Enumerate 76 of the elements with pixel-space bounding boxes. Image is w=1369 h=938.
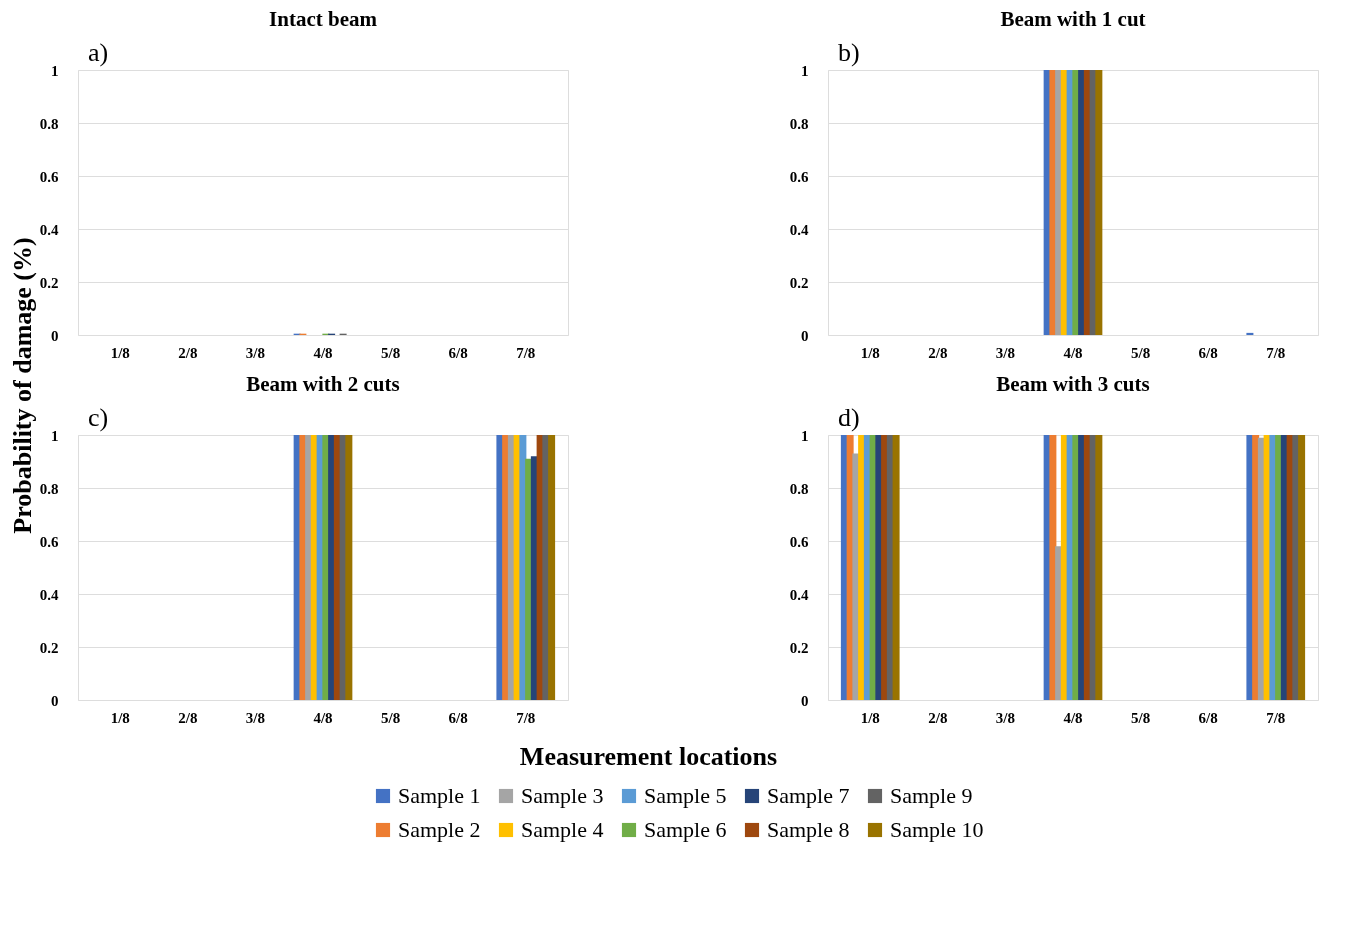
y-tick-label: 0.2 [39, 274, 59, 291]
y-tick-label: 0 [801, 327, 809, 344]
x-tick-label: 6/8 [1198, 344, 1218, 361]
text: a) [88, 38, 109, 67]
x-tick-label: 3/8 [995, 344, 1015, 361]
legend-label: Sample 3 [521, 783, 604, 808]
legend-label: Sample 10 [890, 817, 984, 842]
chart-title: Intact beam [269, 7, 378, 31]
bar [1298, 435, 1306, 700]
x-tick-label: 6/8 [1198, 709, 1218, 726]
bar [1049, 435, 1057, 700]
x-tick-label: 2/8 [928, 709, 948, 726]
x-tick-label: 6/8 [448, 344, 468, 361]
x-tick-label: 7/8 [516, 344, 536, 361]
y-tick-label: 0.8 [789, 115, 809, 132]
y-tick-label: 1 [801, 62, 809, 79]
bar [1095, 435, 1103, 700]
y-tick-label: 0.2 [789, 274, 809, 291]
text: c) [88, 403, 109, 432]
x-tick-label: 7/8 [1266, 709, 1286, 726]
y-tick-label: 1 [51, 62, 59, 79]
x-tick-label: 5/8 [1131, 709, 1151, 726]
x-tick-label: 2/8 [178, 344, 198, 361]
x-axis-title: Measurement locations [519, 741, 778, 771]
chart-title: Beam with 1 cut [1000, 7, 1146, 31]
y-tick-label: 0.2 [789, 639, 809, 656]
legend-label: Sample 1 [398, 783, 481, 808]
y-tick-label: 0.8 [789, 480, 809, 497]
x-tick-label: 5/8 [1131, 344, 1151, 361]
legend-label: Sample 2 [398, 817, 481, 842]
y-tick-label: 0.4 [789, 221, 809, 238]
text: d) [838, 403, 860, 432]
x-tick-label: 4/8 [1063, 344, 1083, 361]
x-tick-label: 7/8 [516, 709, 536, 726]
y-tick-label: 0.2 [39, 639, 59, 656]
y-tick-label: 0.8 [39, 480, 59, 497]
legend-label: Sample 5 [644, 783, 727, 808]
bar [892, 435, 900, 700]
legend-label: Sample 4 [521, 817, 604, 842]
chart-title: Beam with 3 cuts [996, 372, 1150, 396]
x-tick-label: 3/8 [245, 344, 265, 361]
y-tick-label: 0.4 [789, 586, 809, 603]
x-tick-label: 1/8 [110, 709, 130, 726]
legend-label: Sample 6 [644, 817, 727, 842]
y-axis-title: Probability of damage (%) [7, 237, 37, 534]
y-tick-label: 0.6 [789, 168, 809, 185]
x-tick-label: 5/8 [381, 344, 401, 361]
x-tick-label: 2/8 [178, 709, 198, 726]
x-tick-label: 3/8 [245, 709, 265, 726]
x-tick-label: 4/8 [1063, 709, 1083, 726]
y-tick-label: 0 [801, 692, 809, 709]
x-tick-label: 2/8 [928, 344, 948, 361]
x-tick-label: 6/8 [448, 709, 468, 726]
y-tick-label: 0.6 [789, 533, 809, 550]
y-tick-label: 1 [51, 427, 59, 444]
chart-title: Beam with 2 cuts [246, 372, 400, 396]
x-tick-label: 4/8 [313, 709, 333, 726]
legend-label: Sample 7 [767, 783, 850, 808]
legend-label: Sample 9 [890, 783, 973, 808]
x-tick-label: 4/8 [313, 344, 333, 361]
legend-label: Sample 8 [767, 817, 850, 842]
text: b) [838, 38, 860, 67]
y-tick-label: 0.8 [39, 115, 59, 132]
y-tick-label: 0 [51, 692, 59, 709]
y-tick-label: 0.4 [39, 586, 59, 603]
y-tick-label: 0 [51, 327, 59, 344]
y-tick-label: 1 [801, 427, 809, 444]
x-tick-label: 7/8 [1266, 344, 1286, 361]
x-tick-label: 1/8 [110, 344, 130, 361]
x-tick-label: 1/8 [860, 709, 880, 726]
x-tick-label: 5/8 [381, 709, 401, 726]
y-tick-label: 0.6 [39, 168, 59, 185]
y-tick-label: 0.4 [39, 221, 59, 238]
x-tick-label: 1/8 [860, 344, 880, 361]
x-tick-label: 3/8 [995, 709, 1015, 726]
y-tick-label: 0.6 [39, 533, 59, 550]
